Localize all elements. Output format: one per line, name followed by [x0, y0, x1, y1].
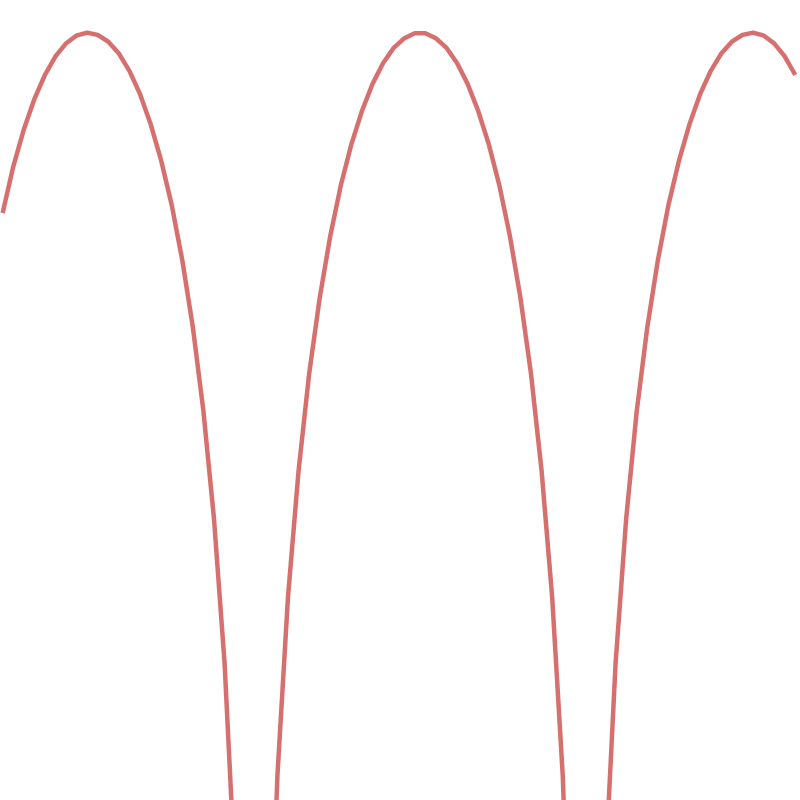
curve — [0, 30, 798, 800]
plot — [0, 30, 798, 800]
